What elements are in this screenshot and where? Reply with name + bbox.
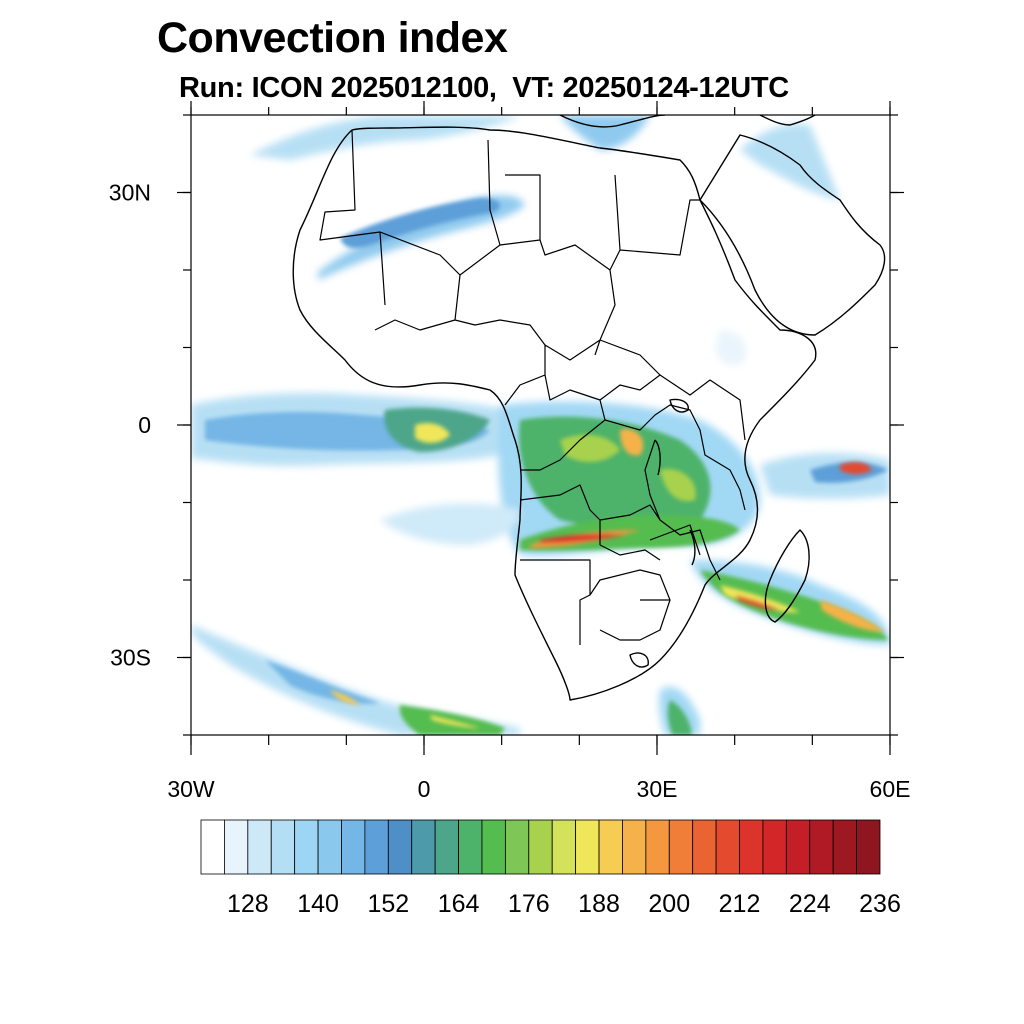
- colorbar: 128 140 152 164 176 188 200 212 224 236: [200, 819, 901, 918]
- colorbar-swatch: [528, 819, 553, 875]
- colorbar-swatch: [247, 819, 272, 875]
- colorbar-swatch: [598, 819, 623, 875]
- africa-coastline: [292, 126, 817, 701]
- colorbar-swatch: [622, 819, 647, 875]
- colorbar-swatch: [270, 819, 296, 875]
- colorbar-swatch: [645, 819, 670, 875]
- field-east-africa-north: [715, 330, 747, 366]
- colorbar-swatch: [668, 819, 694, 875]
- colorbar-label: 236: [859, 890, 901, 918]
- colorbar-swatch: [551, 819, 577, 875]
- colorbar-label: 188: [578, 890, 620, 918]
- field-sahara-streak: [318, 195, 525, 280]
- axis-ticks: [177, 101, 904, 755]
- lat-tick-label: 30S: [110, 645, 151, 671]
- colorbar-label: 128: [227, 890, 269, 918]
- chart-subtitle: Run: ICON 2025012100, VT: 20250124-12UTC: [179, 72, 789, 104]
- colorbar-swatch: [481, 819, 506, 875]
- colorbar-swatch: [504, 819, 530, 875]
- colorbar-swatch: [575, 819, 600, 875]
- colorbar-label: 164: [438, 890, 480, 918]
- colorbar-swatch: [715, 819, 740, 875]
- lat-tick-label: 0: [138, 412, 151, 438]
- lon-tick-label: 30W: [167, 776, 215, 802]
- colorbar-swatch: [364, 819, 389, 875]
- lat-tick-label: 30N: [109, 180, 151, 206]
- chart-title: Convection index: [157, 14, 508, 62]
- colorbar-swatch: [692, 819, 717, 875]
- colorbar-swatch: [294, 819, 319, 875]
- coastlines: [292, 115, 886, 701]
- colorbar-swatch: [458, 819, 483, 875]
- colorbar-swatch: [739, 819, 764, 875]
- colorbar-swatch: [387, 819, 413, 875]
- colorbar-label: 152: [367, 890, 409, 918]
- colorbar-label: 176: [508, 890, 550, 918]
- colorbar-label: 224: [789, 890, 831, 918]
- colorbar-swatch: [832, 819, 857, 875]
- arabia-coastline: [699, 134, 886, 336]
- convection-field: [191, 115, 890, 735]
- colorbar-swatch: [411, 819, 436, 875]
- madagascar-coastline: [764, 529, 810, 623]
- lon-tick-label: 0: [418, 776, 431, 802]
- lon-tick-label: 60E: [870, 776, 911, 802]
- colorbar-swatch: [224, 819, 249, 875]
- country-borders: [319, 129, 746, 645]
- colorbar-swatch: [341, 819, 366, 875]
- colorbar-swatch: [785, 819, 811, 875]
- colorbar-label: 140: [297, 890, 339, 918]
- colorbar-swatch: [809, 819, 834, 875]
- field-north-med: [250, 116, 520, 160]
- colorbar-swatch: [762, 819, 787, 875]
- field-arabia-north: [740, 123, 840, 200]
- colorbar-swatch: [200, 819, 225, 875]
- colorbar-label: 212: [719, 890, 761, 918]
- colorbar-label: 200: [648, 890, 690, 918]
- axis-labels: 30N 0 30S 30W 0 30E 60E: [109, 180, 911, 803]
- field-angola-band: [380, 503, 520, 545]
- colorbar-swatch: [434, 819, 459, 875]
- colorbar-swatch: [317, 819, 342, 875]
- lon-tick-label: 30E: [637, 776, 678, 802]
- colorbar-swatch: [856, 819, 881, 875]
